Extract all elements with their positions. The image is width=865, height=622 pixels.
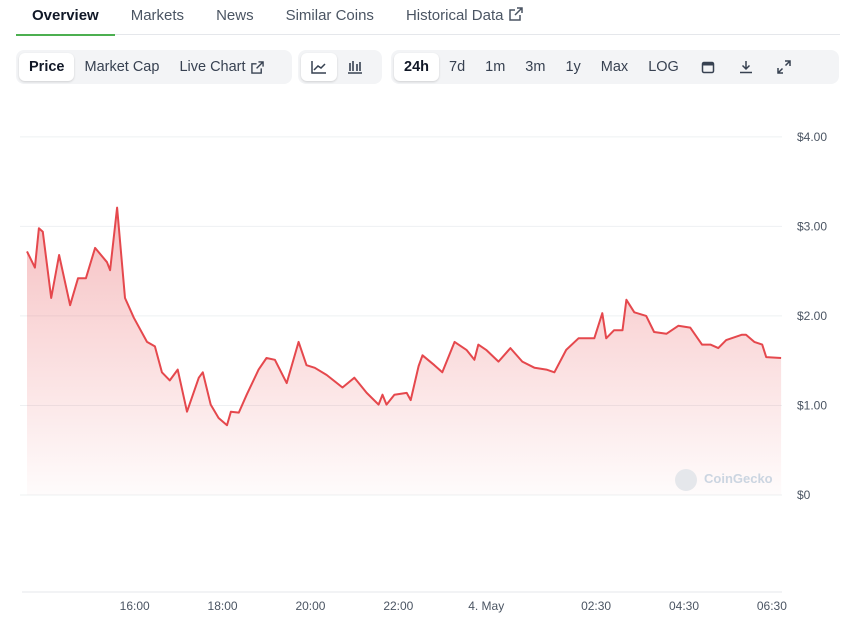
x-tick-label: 04:30 xyxy=(669,599,699,613)
y-tick-label: $4.00 xyxy=(797,130,827,144)
area-fill xyxy=(27,207,782,495)
external-icon xyxy=(250,60,264,74)
ohlc-chart-button[interactable] xyxy=(337,53,373,81)
x-tick-label: 16:00 xyxy=(120,599,150,613)
tab-bar: Overview Markets News Similar Coins Hist… xyxy=(16,0,840,36)
download-icon xyxy=(739,61,752,74)
line-icon xyxy=(311,61,326,74)
x-tick-label: 06:30 xyxy=(757,599,787,613)
price-line xyxy=(26,206,782,427)
x-tick-label: 20:00 xyxy=(295,599,325,613)
calendar-button[interactable] xyxy=(689,53,727,81)
tab[interactable]: Historical Data xyxy=(390,0,540,34)
watermark: CoinGecko xyxy=(704,471,773,486)
x-tick-label: 18:00 xyxy=(208,599,238,613)
y-tick-label: $1.00 xyxy=(797,398,827,412)
button[interactable]: 3m xyxy=(525,59,546,75)
button[interactable]: Market Cap xyxy=(84,59,160,75)
button[interactable]: Live Chart xyxy=(169,53,273,81)
expand-icon xyxy=(777,60,791,74)
x-tick-label: 4. May xyxy=(468,599,504,613)
tab[interactable]: Similar Coins xyxy=(285,7,374,24)
tab[interactable]: Markets xyxy=(130,7,185,24)
fullscreen-button[interactable] xyxy=(765,53,803,81)
button[interactable]: 1m xyxy=(485,59,506,75)
button-label: Live Chart xyxy=(179,59,246,75)
tab[interactable]: News xyxy=(216,7,254,24)
metric-group: Price Market Cap Live Chart xyxy=(16,50,292,84)
x-tick-label: 22:00 xyxy=(383,599,413,613)
external-icon xyxy=(509,7,524,21)
y-tick-label: $3.00 xyxy=(797,219,827,233)
button[interactable]: 7d xyxy=(449,59,466,75)
button[interactable]: Price xyxy=(19,53,75,81)
tab[interactable]: Overview xyxy=(16,0,115,36)
button[interactable]: 1y xyxy=(565,59,581,75)
line-chart-button[interactable] xyxy=(301,53,337,81)
y-tick-label: $2.00 xyxy=(797,309,827,323)
watermark-logo xyxy=(675,469,697,491)
button[interactable]: Max xyxy=(600,59,629,75)
download-button[interactable] xyxy=(727,53,765,81)
calendar-icon xyxy=(701,61,715,74)
range-group: 24h 7d 1m 3m 1y Max LOG xyxy=(391,50,839,84)
y-tick-label: $0 xyxy=(797,488,811,502)
tab-label: Historical Data xyxy=(405,7,504,24)
button[interactable]: LOG xyxy=(648,59,679,75)
button[interactable]: 24h xyxy=(394,53,439,81)
x-tick-label: 02:30 xyxy=(581,599,611,613)
chart-type-group xyxy=(298,50,382,84)
candle-icon xyxy=(348,61,362,74)
